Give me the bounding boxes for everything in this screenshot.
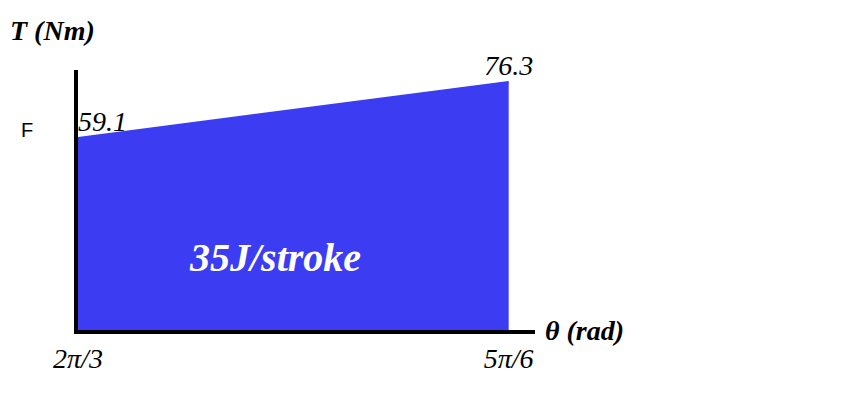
svg-text:35J/stroke: 35J/stroke bbox=[189, 235, 361, 280]
svg-text:76.3: 76.3 bbox=[484, 50, 533, 81]
svg-text:2π/3: 2π/3 bbox=[53, 343, 103, 374]
svg-text:59.1: 59.1 bbox=[78, 106, 127, 137]
svg-text:F: F bbox=[21, 119, 33, 141]
svg-text:5π/6: 5π/6 bbox=[484, 343, 534, 374]
svg-text:T (Nm): T (Nm) bbox=[10, 15, 95, 46]
svg-text:θ (rad): θ (rad) bbox=[545, 315, 624, 346]
